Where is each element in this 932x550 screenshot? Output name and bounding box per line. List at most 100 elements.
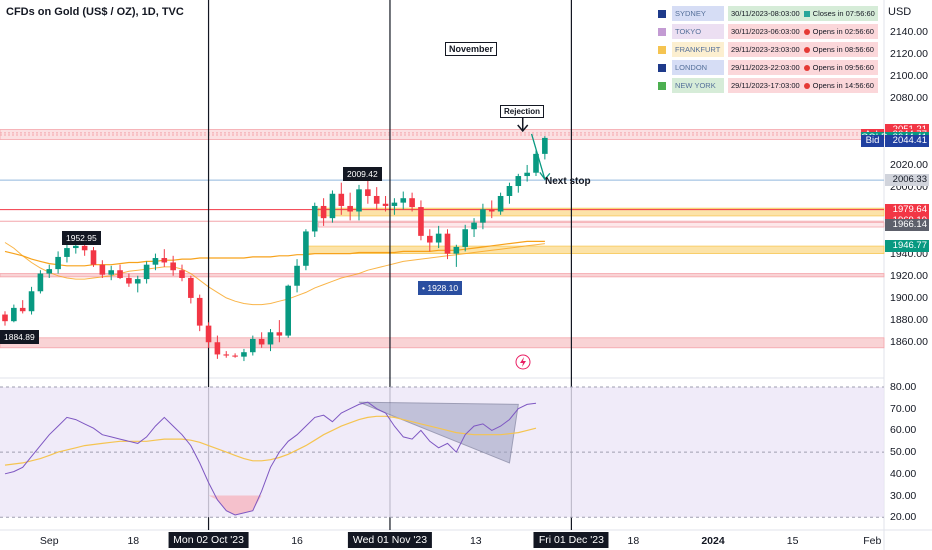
time-tick-label: Sep	[39, 535, 59, 547]
rsi-tick-label: 70.00	[890, 402, 917, 415]
next-stop-arrowhead	[539, 171, 551, 181]
candle-body-38	[338, 193, 345, 206]
candle-body-41	[365, 189, 371, 196]
session-name: FRANKFURT	[672, 42, 724, 57]
session-row-new-york: NEW YORK 29/11/2023-17:03:00 Opens in 14:5…	[656, 78, 880, 96]
closed-dot-icon	[803, 29, 810, 35]
rsi-line	[4, 401, 537, 516]
candle-body-11	[99, 264, 106, 275]
time-tick-label: 18	[627, 535, 640, 547]
session-name: TOKYO	[672, 24, 724, 39]
rsi-tick-label: 80.00	[890, 381, 917, 393]
price-tag-7: 1966.14	[885, 218, 929, 231]
currency-button[interactable]: USD	[888, 6, 912, 18]
candle-body-40	[356, 189, 362, 212]
time-tick-label: Wed 01 Nov '23	[347, 532, 433, 548]
candle-body-59	[524, 172, 530, 177]
candle-body-46	[409, 198, 415, 208]
low-callout-1: 1884.89	[0, 330, 39, 344]
session-status: 29/11/2023-23:03:00 Opens in 08:56:60	[728, 42, 878, 57]
candle-body-39	[347, 205, 353, 212]
rsi-tick-label: 30.00	[890, 489, 917, 502]
candle-body-18	[161, 258, 168, 263]
candle-body-9	[81, 245, 88, 251]
candle-body-47	[418, 207, 424, 236]
candle-body-31	[276, 332, 283, 336]
candle-body-5	[46, 269, 53, 274]
session-color-swatch	[658, 82, 666, 90]
price-tag-5: 1979.64	[885, 203, 929, 216]
candle-body-57	[506, 186, 513, 196]
sessions-table: SYDNEY 30/11/2023-08:03:00 Closes in 07:56…	[656, 6, 880, 96]
high-callout-2: 2009.42	[343, 167, 382, 181]
session-row-tokyo: TOKYO 30/11/2023-06:03:00 Opens in 02:56:6…	[656, 24, 880, 42]
candle-body-2	[19, 307, 26, 312]
price-tag-4: 2006.33	[885, 174, 929, 187]
session-countdown: Closes in 07:56:60	[812, 9, 875, 18]
closed-dot-icon	[803, 65, 810, 71]
price-tick-label: 2120.00	[890, 48, 928, 61]
rsi-tick-label: 40.00	[890, 467, 917, 480]
session-time: 29/11/2023-23:03:00	[731, 45, 800, 54]
next-stop-line	[530, 133, 546, 180]
candle-body-27	[241, 352, 247, 357]
candle-body-60	[533, 153, 539, 173]
candle-body-33	[294, 265, 300, 286]
time-tick-label: 15	[786, 535, 799, 547]
candle-body-4	[37, 273, 44, 292]
session-color-swatch	[658, 10, 666, 18]
session-row-frankfurt: FRANKFURT 29/11/2023-23:03:00 Opens in 08:…	[656, 42, 880, 60]
next-stop-label: Next stop	[545, 176, 591, 187]
candle-body-3	[28, 291, 35, 312]
price-tick-label: 1860.00	[890, 336, 928, 349]
zone-4	[317, 207, 885, 217]
candle-body-7	[64, 248, 70, 257]
candle-body-35	[311, 205, 318, 232]
candle-body-44	[391, 202, 398, 206]
session-countdown: Opens in 09:56:60	[812, 63, 874, 72]
rsi-tick-label: 20.00	[890, 511, 917, 524]
candle-body-22	[196, 297, 203, 326]
session-countdown: Opens in 02:56:60	[812, 27, 874, 36]
candle-body-50	[444, 233, 451, 254]
candle-body-55	[488, 209, 495, 212]
session-status: 30/11/2023-06:03:00 Opens in 02:56:60	[728, 24, 878, 39]
rejection-label: Rejection	[500, 105, 545, 118]
zone-1	[0, 273, 885, 278]
candle-body-32	[285, 285, 291, 336]
lightning-glyph	[520, 357, 526, 367]
session-time: 30/11/2023-08:03:00	[731, 9, 800, 18]
candle-body-19	[170, 262, 176, 271]
candle-body-16	[143, 264, 150, 280]
candle-body-56	[497, 195, 504, 212]
candle-body-36	[320, 205, 327, 219]
candle-body-30	[267, 332, 274, 345]
session-color-swatch	[658, 46, 666, 54]
session-name: NEW YORK	[672, 78, 724, 93]
candle-body-6	[55, 256, 61, 270]
ma-yellow-line	[4, 242, 545, 306]
session-countdown: Opens in 08:56:60	[812, 45, 874, 54]
zone-0	[0, 337, 885, 349]
session-countdown: Opens in 14:56:60	[812, 81, 874, 90]
candle-body-17	[152, 258, 159, 265]
session-row-london: LONDON 29/11/2023-22:03:00 Opens in 09:56:…	[656, 60, 880, 78]
candle-body-14	[126, 277, 132, 284]
candle-body-10	[90, 250, 97, 265]
candle-body-42	[373, 195, 380, 204]
open-square-icon	[803, 11, 810, 17]
candle-body-21	[188, 277, 194, 298]
candle-body-1	[11, 307, 17, 322]
candle-body-54	[480, 209, 486, 223]
price-tag-8: 1946.77	[885, 240, 929, 253]
zone-5	[0, 129, 885, 140]
time-tick-label: 18	[127, 535, 140, 547]
session-time: 29/11/2023-22:03:00	[731, 63, 800, 72]
rsi-ma-line	[4, 415, 537, 466]
candle-body-12	[108, 270, 114, 275]
price-tick-label: 1900.00	[890, 291, 928, 304]
candle-body-51	[453, 246, 460, 254]
closed-dot-icon	[803, 83, 810, 89]
price-tick-label: 2100.00	[890, 70, 928, 83]
